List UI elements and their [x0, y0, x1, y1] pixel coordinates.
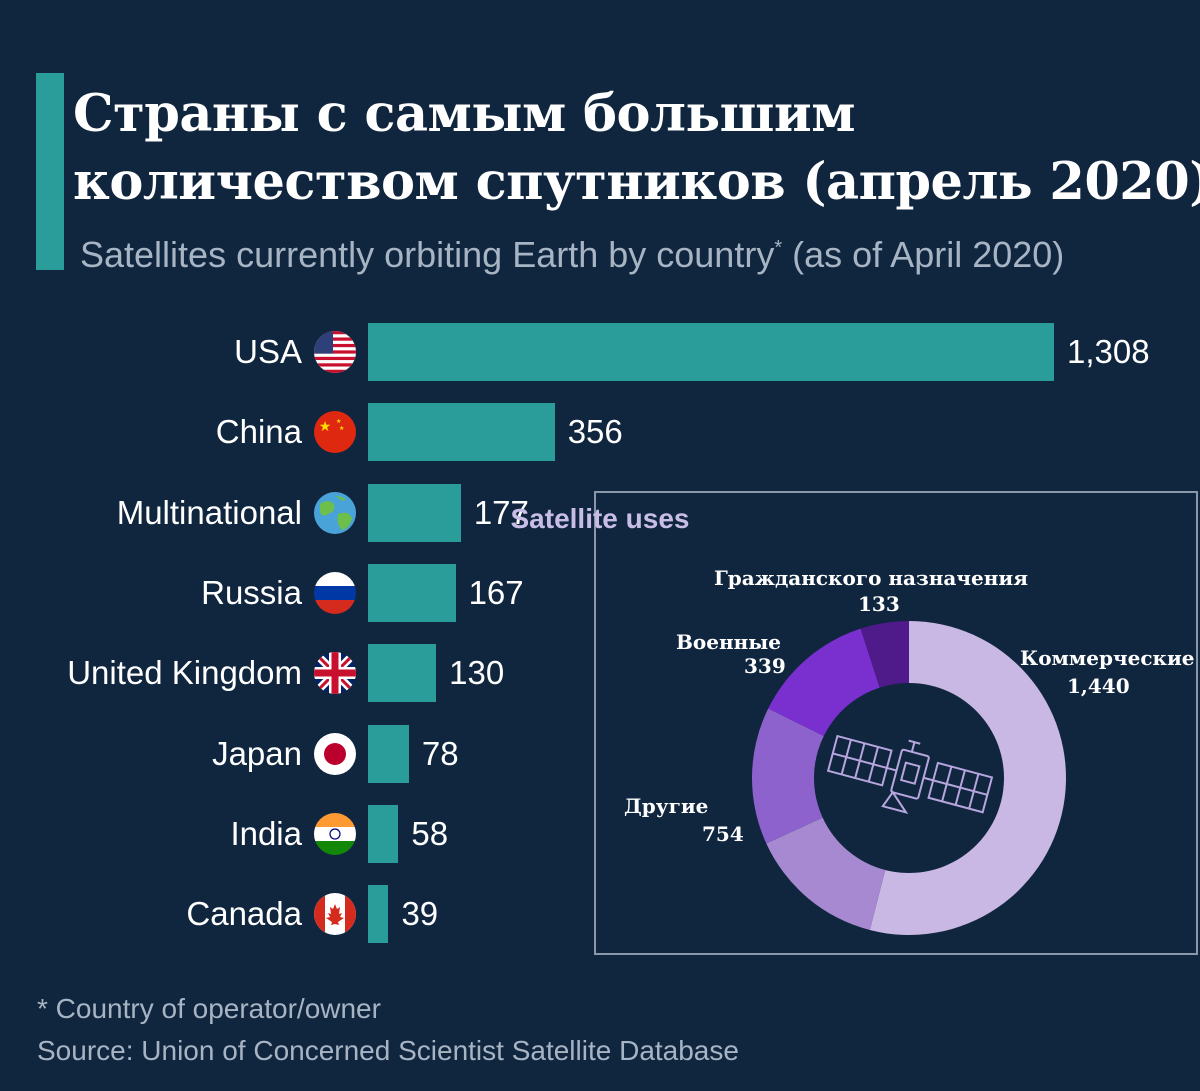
bar-russia: [368, 563, 456, 622]
svg-text:★: ★: [339, 425, 344, 432]
bar-label-russia: Russia: [201, 573, 302, 611]
bar-label-united-kingdom: United Kingdom: [67, 654, 302, 692]
donut-value-commercial: 1,440: [1067, 674, 1130, 698]
donut-label-commercial: Коммерческие: [1020, 646, 1195, 670]
title-line-1: Страны с самым большим: [73, 84, 856, 144]
subtitle-text: Satellites currently orbiting Earth by c…: [80, 234, 775, 275]
donut-slice-other-2: [752, 708, 824, 844]
subtitle-suffix: (as of April 2020): [782, 234, 1065, 275]
donut-label-military: Военные: [676, 630, 782, 654]
bar-india: [368, 804, 399, 863]
source: Source: Union of Concerned Scientist Sat…: [37, 1035, 739, 1066]
page-title: Страны с самым большим количеством спутн…: [73, 80, 1200, 216]
donut-slice-other-1: [766, 817, 886, 931]
donut-slice-commercial: [869, 621, 1066, 935]
donut-label-other: Другие: [624, 794, 709, 818]
bar-label-india: India: [230, 814, 302, 852]
bar-label-multinational: Multinational: [116, 493, 302, 531]
bar-value-russia: 167: [468, 573, 524, 611]
bar-label-japan: Japan: [212, 734, 302, 772]
canada-flag-icon: [314, 893, 356, 936]
satellite-icon: [826, 734, 994, 815]
japan-flag-icon: [314, 732, 356, 775]
svg-text:★: ★: [336, 418, 341, 425]
bar-label-usa: USA: [234, 333, 302, 370]
bar-value-united-kingdom: 130: [449, 654, 505, 692]
bar-united-kingdom: [368, 644, 437, 703]
bar-value-multinational: 177: [473, 493, 529, 531]
subtitle-footnote-marker: *: [774, 237, 783, 259]
satellite-uses-donut: [752, 621, 1066, 935]
svg-text:★: ★: [319, 419, 332, 435]
bar-label-canada: Canada: [186, 895, 302, 933]
bar-multinational: [368, 483, 461, 542]
bar-chart: USA 1,308 China ★ ★ ★ 356 Multinational 177 Russi…: [67, 323, 1150, 944]
donut-value-other: 754: [702, 822, 744, 846]
footnote: * Country of operator/owner: [37, 993, 381, 1024]
donut-value-military: 339: [744, 654, 786, 678]
donut-slice-civil: [860, 621, 909, 688]
us-flag-icon: [314, 331, 356, 373]
satellite-uses-panel: [594, 491, 1198, 955]
bar-value-canada: 39: [401, 895, 439, 933]
uk-flag-icon: [314, 652, 356, 695]
bar-value-india: 58: [411, 814, 449, 852]
russia-flag-icon: [314, 571, 356, 614]
bar-label-china: China: [215, 413, 302, 451]
donut-label-civil: Гражданского назначения: [714, 566, 1028, 590]
donut-slice-military: [768, 628, 880, 736]
china-flag-icon: ★ ★ ★: [314, 411, 356, 454]
globe-icon: [314, 491, 356, 534]
bar-value-usa: 1,308: [1067, 333, 1150, 370]
subtitle: Satellites currently orbiting Earth by c…: [80, 234, 1064, 276]
title-line-2: количеством спутников (апрель 2020): [73, 152, 1200, 212]
bar-usa: [368, 323, 1054, 381]
donut-value-civil: 133: [858, 592, 900, 616]
bar-value-china: 356: [567, 413, 623, 451]
bar-japan: [368, 724, 409, 783]
title-accent-bar: [36, 73, 64, 270]
bar-china: [368, 403, 555, 462]
bar-value-japan: 78: [421, 734, 459, 772]
india-flag-icon: [314, 812, 356, 855]
satellite-uses-title: Satellite uses: [510, 503, 690, 534]
bar-canada: [368, 885, 389, 944]
